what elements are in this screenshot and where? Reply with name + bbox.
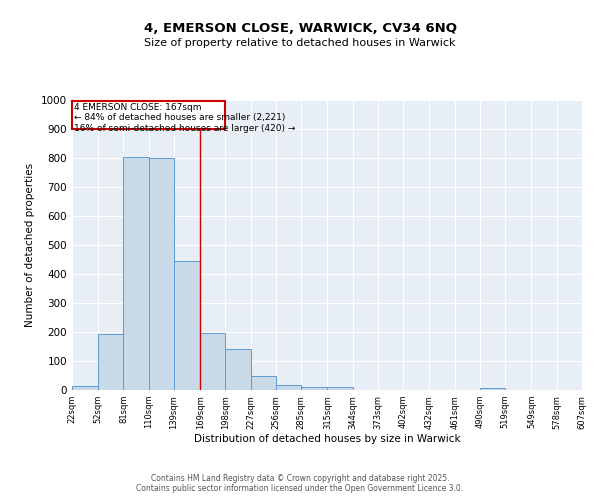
- X-axis label: Distribution of detached houses by size in Warwick: Distribution of detached houses by size …: [194, 434, 460, 444]
- Text: Contains public sector information licensed under the Open Government Licence 3.: Contains public sector information licen…: [136, 484, 464, 493]
- Bar: [301, 387, 328, 390]
- Text: Size of property relative to detached houses in Warwick: Size of property relative to detached ho…: [144, 38, 456, 48]
- Bar: [200, 333, 226, 390]
- Bar: [174, 261, 200, 390]
- FancyBboxPatch shape: [72, 102, 224, 129]
- Bar: [124, 156, 149, 390]
- Bar: [480, 388, 505, 390]
- Bar: [276, 385, 301, 390]
- Y-axis label: Number of detached properties: Number of detached properties: [25, 163, 35, 327]
- Bar: [328, 387, 353, 390]
- Bar: [72, 386, 98, 390]
- Bar: [251, 376, 276, 390]
- Text: 4, EMERSON CLOSE, WARWICK, CV34 6NQ: 4, EMERSON CLOSE, WARWICK, CV34 6NQ: [143, 22, 457, 36]
- Bar: [226, 350, 251, 390]
- Text: Contains HM Land Registry data © Crown copyright and database right 2025.: Contains HM Land Registry data © Crown c…: [151, 474, 449, 483]
- Text: 4 EMERSON CLOSE: 167sqm
← 84% of detached houses are smaller (2,221)
16% of semi: 4 EMERSON CLOSE: 167sqm ← 84% of detache…: [74, 103, 295, 132]
- Bar: [98, 334, 124, 390]
- Bar: [149, 158, 174, 390]
